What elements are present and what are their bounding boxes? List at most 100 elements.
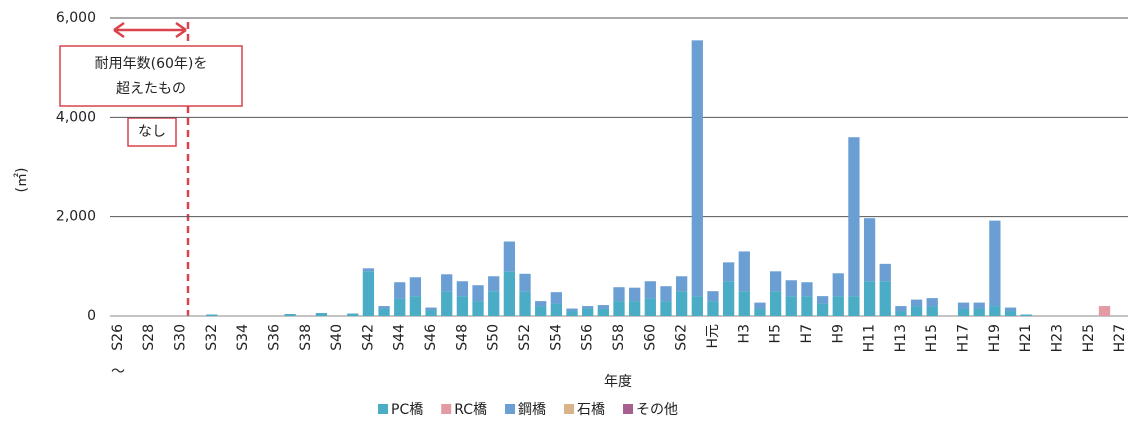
bar-segment	[644, 281, 656, 299]
bar-segment	[1004, 311, 1017, 316]
x-tick-label: H19	[987, 324, 1003, 352]
bar-segment	[707, 291, 719, 302]
x-tick-label: S56	[580, 324, 596, 351]
bar-segment	[503, 241, 516, 272]
bar-segment	[206, 314, 218, 316]
bar-segment	[613, 301, 625, 316]
x-tick-label: S58	[611, 324, 627, 351]
legend-swatch	[505, 404, 516, 414]
note-box	[127, 117, 177, 147]
bar-segment	[769, 271, 782, 292]
legend-swatch	[378, 404, 388, 414]
bar-segment	[660, 301, 672, 316]
x-tick-label: S36	[266, 324, 282, 351]
annotation-box	[59, 45, 243, 107]
bar-segment	[315, 313, 328, 316]
bar-segment	[879, 281, 891, 316]
bar-segment	[957, 308, 970, 316]
x-tick-label: H3	[736, 324, 752, 343]
bar-segment	[456, 296, 469, 316]
x-tick-label: H25	[1081, 324, 1097, 352]
bar-segment	[519, 273, 531, 292]
bar-segment	[566, 308, 578, 312]
bar-segment	[879, 263, 891, 282]
bar-segment	[582, 308, 594, 316]
bar-segment	[926, 306, 938, 316]
bar-segment	[550, 292, 562, 304]
bar-segment	[722, 262, 735, 282]
bar-segment	[550, 303, 562, 316]
bar-segment	[378, 306, 390, 309]
x-tick-label: H元	[705, 324, 721, 349]
legend-swatch	[441, 404, 452, 414]
bar-segment	[769, 291, 782, 316]
bar-segment	[707, 301, 719, 316]
bar-segment	[754, 308, 766, 316]
bar-segment	[503, 271, 516, 316]
bar-segment	[284, 314, 296, 316]
y-tick-label: 0	[87, 308, 96, 324]
bar-segment	[910, 306, 923, 316]
bar-segment	[676, 291, 688, 316]
bar-segment	[816, 296, 829, 304]
bar-segment	[472, 301, 484, 316]
x-tick-label: S38	[298, 324, 314, 351]
bar-segment	[957, 302, 970, 309]
bar-segment	[738, 251, 750, 292]
x-tick-label: S46	[423, 324, 439, 351]
bar-segment	[488, 291, 500, 316]
bar-segment	[691, 296, 703, 316]
x-tick-label: H7	[799, 324, 815, 343]
bar-segment	[378, 308, 390, 316]
bar-segment	[848, 296, 860, 316]
bar-segment	[394, 298, 406, 316]
bar-segment	[848, 137, 860, 297]
bar-segment	[691, 40, 703, 297]
bar-segment	[722, 281, 735, 316]
x-tick-label: S42	[360, 324, 376, 351]
x-tick-label: S62	[674, 324, 690, 351]
bar-segment	[613, 287, 625, 302]
bar-segment	[347, 313, 359, 316]
x-tick-label: S34	[235, 324, 251, 351]
x-tick-label: S48	[454, 324, 470, 351]
bar-segment	[597, 305, 609, 309]
legend-label: 鋼橋	[518, 402, 546, 418]
bar-segment	[566, 311, 578, 316]
bar-segment	[816, 303, 829, 316]
legend-label: その他	[636, 402, 678, 418]
bar-segment	[425, 307, 437, 311]
bar-segment	[895, 311, 907, 316]
bar-segment	[973, 302, 985, 309]
x-tick-label: S52	[517, 324, 533, 351]
bar-segment	[425, 310, 437, 316]
y-tick-label: 4,000	[56, 109, 96, 125]
y-axis-label: (㎡)	[14, 168, 30, 193]
bar-segment	[519, 291, 531, 316]
x-tick-label: S44	[392, 324, 408, 351]
bar-segment	[738, 291, 750, 316]
bar-segment	[863, 218, 876, 282]
legend-swatch	[623, 404, 634, 414]
bar-segment	[644, 298, 656, 316]
x-tick-label: H27	[1112, 324, 1128, 352]
x-tick-label: S28	[141, 324, 157, 351]
y-tick-label: 2,000	[56, 209, 96, 225]
bar-segment	[441, 274, 453, 292]
x-tick-label: H13	[893, 324, 909, 352]
bar-segment	[895, 306, 907, 312]
bar-segment	[629, 301, 641, 316]
bar-segment	[785, 296, 797, 316]
bar-segment	[629, 287, 641, 302]
bar-segment	[989, 220, 1001, 307]
bar-segment	[910, 299, 923, 307]
bar-segment	[409, 296, 422, 316]
bar-segment	[488, 276, 500, 292]
x-tick-label: H17	[956, 324, 972, 352]
legend-label: RC橋	[454, 402, 487, 418]
bar-segment	[989, 306, 1001, 316]
bar-segment	[926, 298, 938, 307]
annotation-line: 超えたもの	[116, 81, 186, 97]
